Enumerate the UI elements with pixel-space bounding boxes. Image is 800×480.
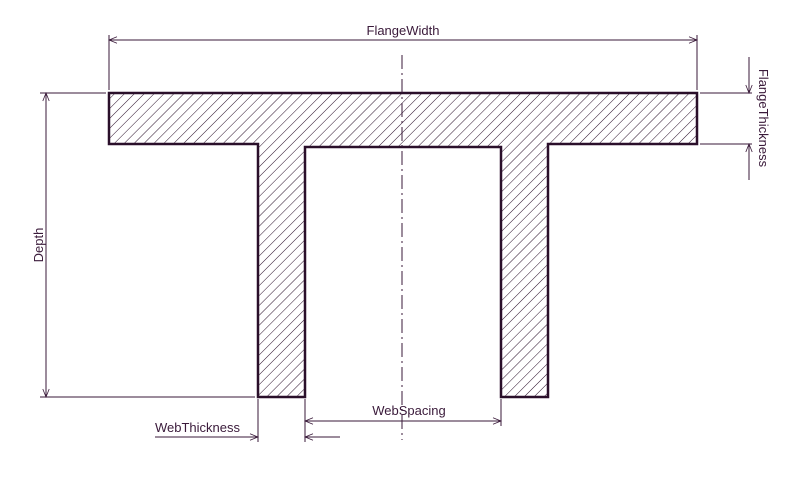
depth-label: Depth bbox=[31, 228, 46, 263]
depth-dimension: Depth bbox=[31, 93, 255, 397]
flange-thickness-dimension: FlangeThickness bbox=[700, 57, 771, 180]
web-spacing-label: WebSpacing bbox=[372, 403, 445, 418]
double-tee-section bbox=[107, 91, 699, 399]
flange-thickness-label: FlangeThickness bbox=[756, 69, 771, 168]
web-thickness-label: WebThickness bbox=[155, 420, 241, 435]
web-spacing-dimension: WebSpacing bbox=[305, 399, 501, 426]
flange-width-dimension: FlangeWidth bbox=[109, 23, 697, 90]
flange-width-label: FlangeWidth bbox=[367, 23, 440, 38]
